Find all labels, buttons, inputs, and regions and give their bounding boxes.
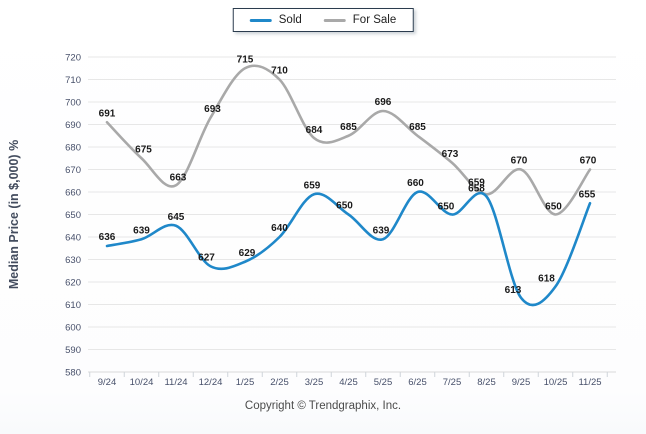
svg-text:620: 620 [65,278,81,289]
legend-item-for-sale[interactable]: For Sale [323,14,397,26]
svg-text:655: 655 [579,189,596,200]
svg-text:630: 630 [65,255,81,266]
svg-text:Median Price (in $,000) %: Median Price (in $,000) % [7,140,21,289]
svg-text:11/25: 11/25 [578,377,601,388]
svg-text:670: 670 [65,165,81,176]
svg-text:685: 685 [409,122,426,133]
svg-text:8/25: 8/25 [477,377,496,388]
svg-text:10/25: 10/25 [544,377,568,388]
svg-text:7/25: 7/25 [443,377,462,388]
svg-text:6/25: 6/25 [408,377,427,388]
svg-text:600: 600 [65,323,81,334]
svg-text:720: 720 [65,53,81,64]
svg-text:9/25: 9/25 [512,377,531,388]
svg-text:685: 685 [340,122,357,133]
legend-label-sold: Sold [278,14,302,26]
svg-text:660: 660 [407,178,424,189]
svg-text:691: 691 [99,108,116,119]
svg-text:650: 650 [336,201,353,212]
svg-text:650: 650 [438,202,455,213]
svg-text:627: 627 [198,252,215,263]
svg-text:696: 696 [375,97,392,108]
copyright-text: Copyright © Trendgraphix, Inc. [244,400,402,412]
svg-text:636: 636 [99,232,116,243]
legend-item-sold[interactable]: Sold [249,14,302,26]
svg-text:1/25: 1/25 [236,377,255,388]
svg-text:9/24: 9/24 [98,377,117,388]
svg-text:3/25: 3/25 [305,377,324,388]
chart-canvas: 580 590 600 610 620 630 640 650 660 670 680 690 700 7… [7,53,616,388]
svg-text:680: 680 [65,143,81,154]
legend-label-for-sale: For Sale [352,14,397,26]
svg-text:663: 663 [170,172,187,183]
svg-text:693: 693 [204,104,221,115]
svg-text:11/24: 11/24 [164,377,187,388]
svg-text:613: 613 [505,285,522,296]
svg-text:645: 645 [168,212,185,223]
svg-text:658: 658 [468,184,485,195]
chart-legend: Sold For Sale [232,8,414,32]
svg-text:629: 629 [239,248,256,259]
for-sale-line-swatch [323,18,346,22]
svg-text:710: 710 [65,75,81,86]
svg-text:580: 580 [65,368,81,379]
svg-text:618: 618 [538,274,555,285]
svg-text:670: 670 [511,156,528,167]
svg-text:690: 690 [65,120,81,131]
svg-text:640: 640 [65,233,81,244]
svg-text:10/24: 10/24 [130,377,154,388]
svg-text:700: 700 [65,98,81,109]
svg-text:5/25: 5/25 [374,377,393,388]
svg-text:659: 659 [304,180,321,191]
svg-text:673: 673 [442,149,459,160]
svg-text:715: 715 [237,54,254,65]
svg-text:640: 640 [271,223,288,234]
svg-text:675: 675 [135,144,152,155]
svg-text:590: 590 [65,345,81,356]
svg-text:660: 660 [65,188,81,199]
svg-text:659: 659 [468,177,485,188]
svg-text:650: 650 [65,210,81,221]
svg-text:670: 670 [580,156,597,167]
svg-text:639: 639 [373,225,390,236]
svg-text:684: 684 [306,125,323,136]
svg-text:4/25: 4/25 [339,377,358,388]
svg-text:710: 710 [271,66,288,77]
svg-text:650: 650 [545,202,562,213]
sold-line-swatch [249,18,272,22]
svg-text:610: 610 [65,300,81,311]
svg-text:2/25: 2/25 [270,377,289,388]
svg-text:12/24: 12/24 [199,377,223,388]
svg-text:639: 639 [133,225,150,236]
